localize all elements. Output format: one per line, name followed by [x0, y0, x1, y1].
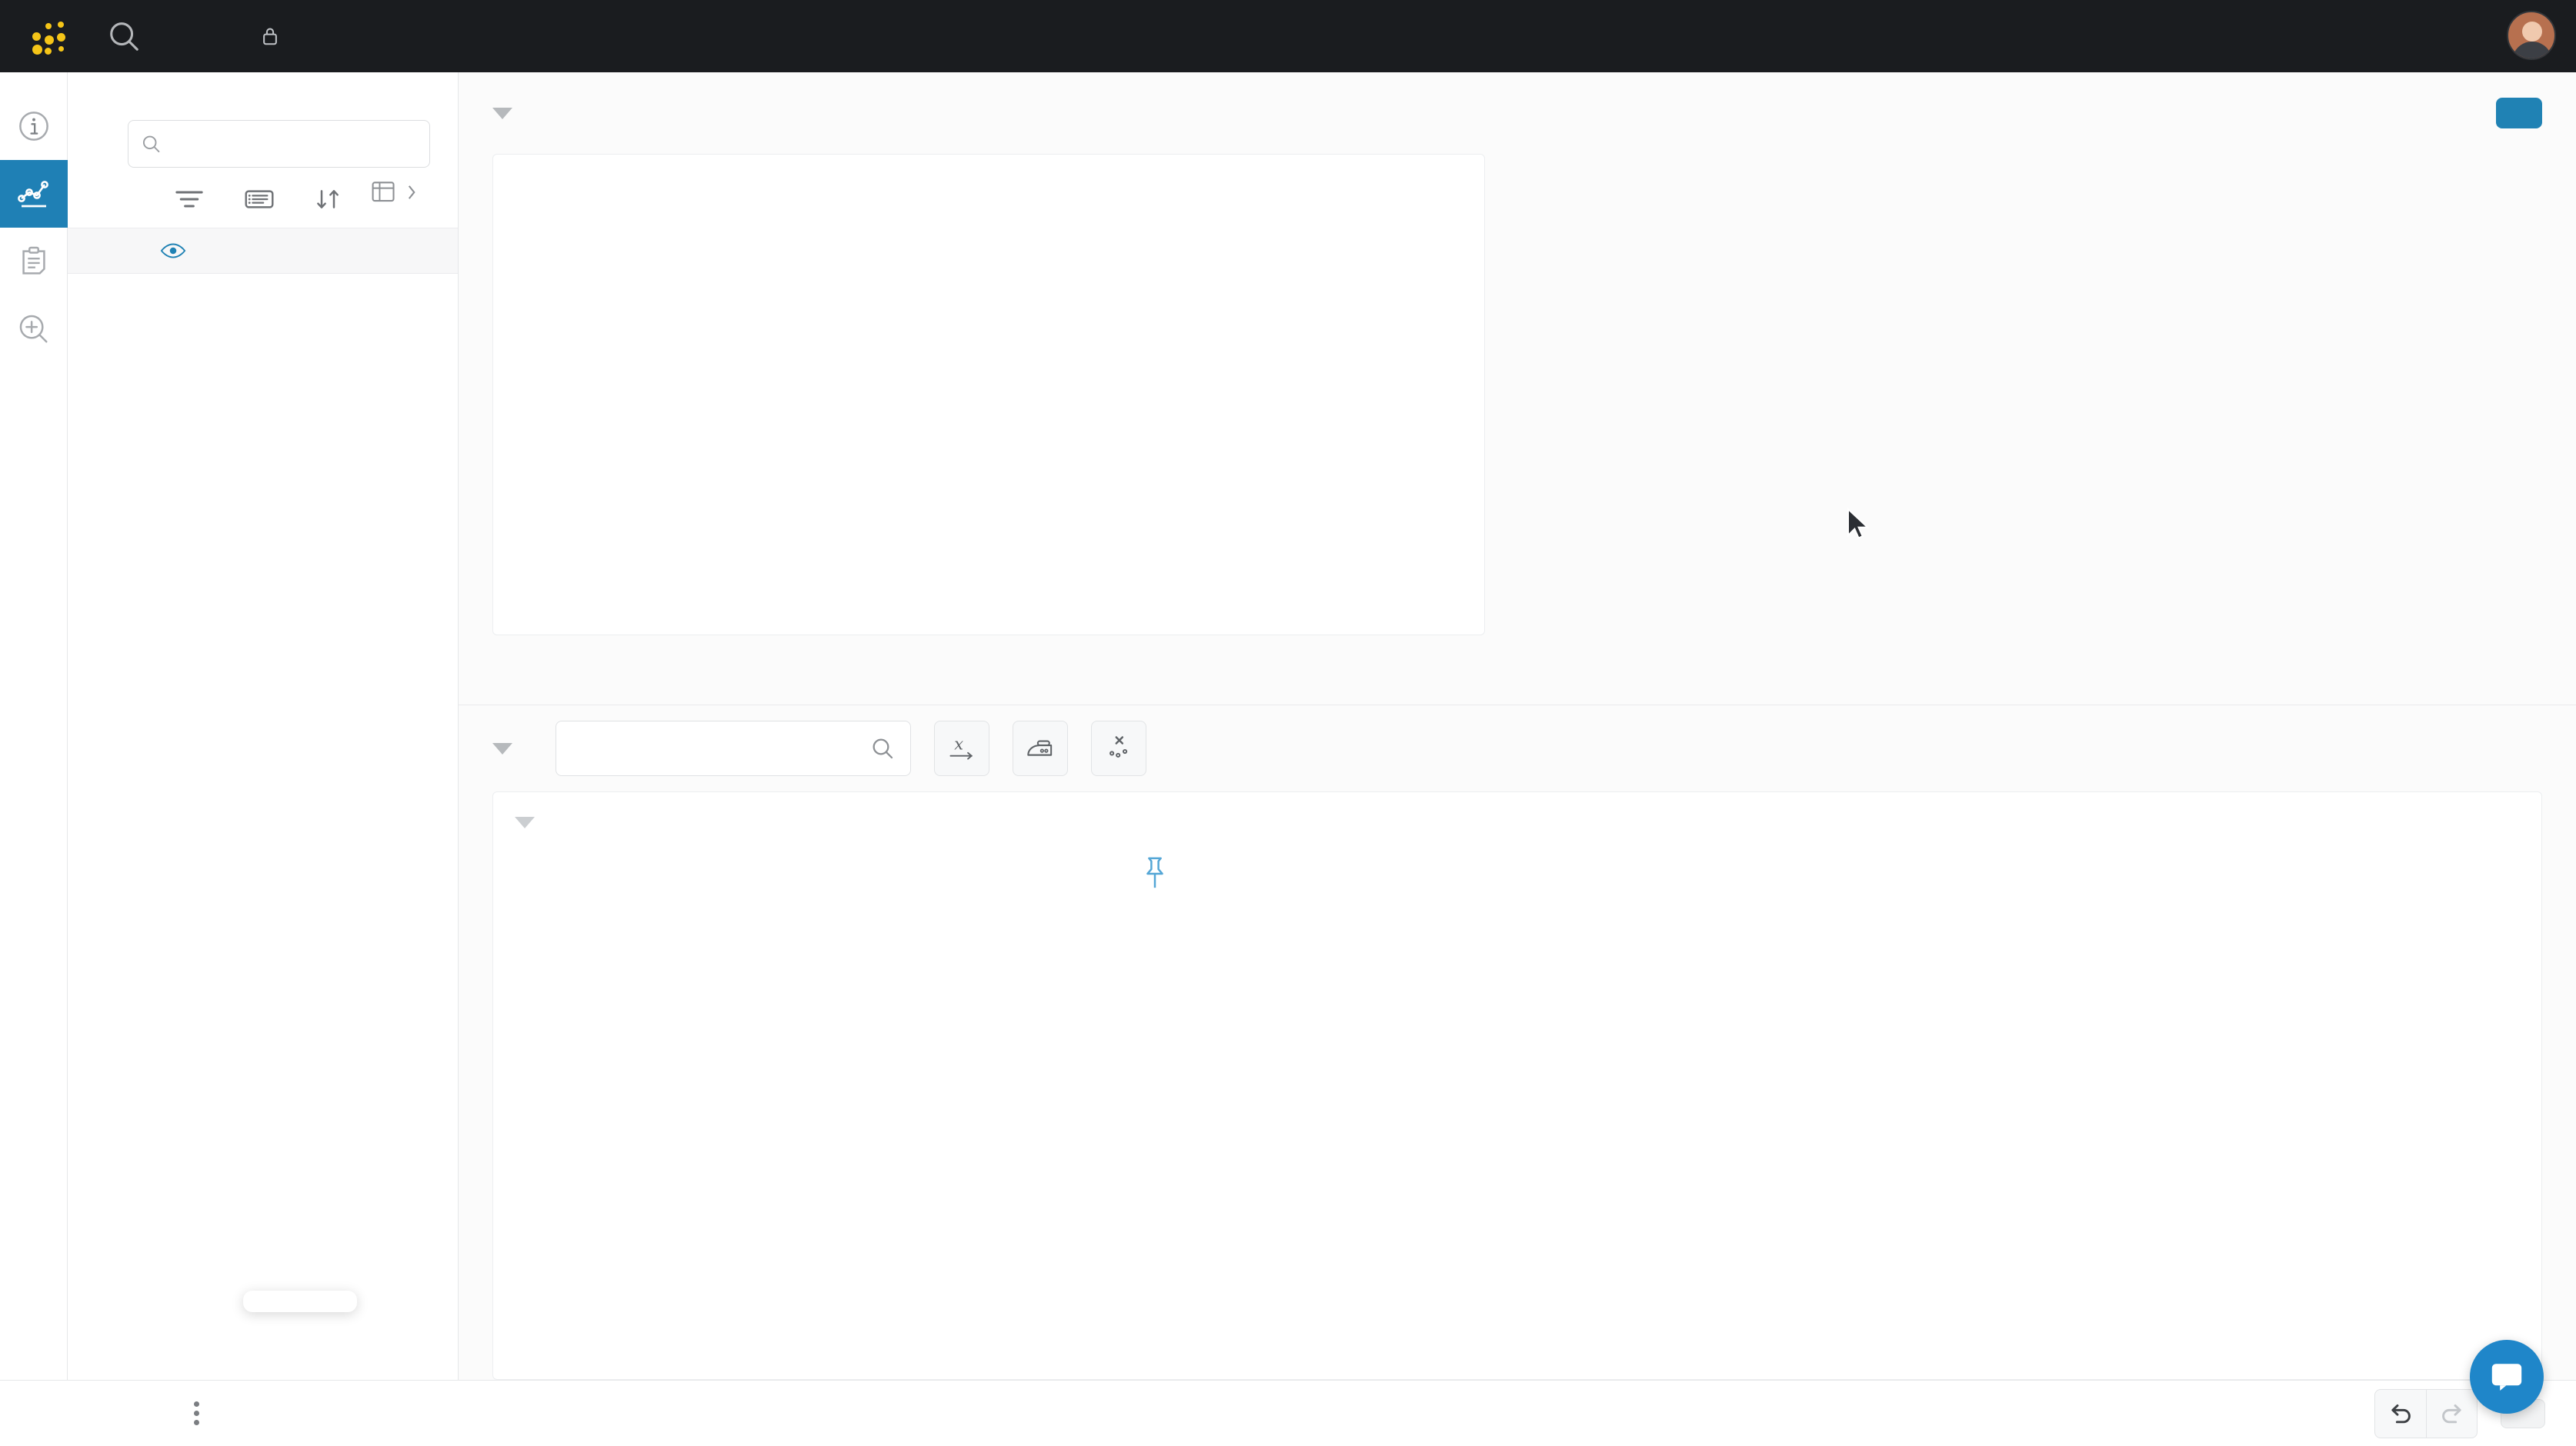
search-icon	[142, 135, 160, 152]
runs-panel-title	[68, 72, 458, 97]
collapse-triangle-icon[interactable]	[492, 742, 512, 755]
rail-item-add[interactable]	[0, 295, 68, 363]
app-body: x	[0, 72, 2576, 1380]
workspace-chart-icon	[17, 181, 48, 208]
undo-button[interactable]	[2375, 1390, 2426, 1438]
table-icon	[372, 182, 395, 202]
charts-group	[492, 791, 2542, 1380]
outliers-button[interactable]	[1091, 721, 1146, 776]
auto-viz-search-box[interactable]	[556, 721, 911, 776]
runs-list	[68, 274, 458, 1380]
intercom-launcher[interactable]	[2470, 1340, 2544, 1414]
rail-item-reports[interactable]	[0, 228, 68, 295]
runs-toolbar	[68, 168, 458, 228]
add-visualization-button[interactable]	[2496, 98, 2542, 128]
sort-icon[interactable]	[315, 188, 340, 211]
pin-icon[interactable]	[1141, 855, 1169, 891]
panel-epoch[interactable]	[1178, 852, 1857, 1344]
breadcrumb	[175, 26, 279, 46]
scatter-x-icon	[1109, 736, 1128, 758]
auto-viz-search-input[interactable]	[572, 736, 870, 761]
runs-search-box[interactable]	[128, 120, 430, 168]
runs-panel	[68, 72, 459, 1380]
runs-list-header	[68, 228, 458, 274]
undo-icon	[2391, 1404, 2411, 1423]
top-navigation-bar	[0, 0, 2576, 72]
chat-icon	[2491, 1364, 2522, 1391]
info-icon	[18, 112, 48, 141]
rail-item-info[interactable]	[0, 92, 68, 160]
collapse-triangle-icon[interactable]	[515, 816, 535, 828]
workspace-menu-icon[interactable]	[194, 1401, 199, 1425]
search-icon[interactable]	[106, 18, 142, 54]
smoothing-button[interactable]	[1013, 721, 1068, 776]
auto-visualizations-header: x	[459, 705, 2576, 791]
workspace-selector[interactable]	[179, 1401, 199, 1425]
charts-group-header	[493, 792, 2541, 852]
chevron-right-icon	[408, 185, 415, 199]
runs-pagination	[243, 1291, 357, 1312]
left-icon-rail	[0, 72, 68, 1380]
redo-icon	[2441, 1404, 2461, 1423]
reports-clipboard-icon	[22, 246, 45, 275]
undo-redo-group	[2374, 1388, 2478, 1438]
charts-grid	[493, 852, 2541, 1344]
x-axis-icon: x	[949, 735, 973, 760]
avatar-body	[2512, 42, 2552, 58]
redo-button[interactable]	[2426, 1389, 2477, 1438]
runs-search-input[interactable]	[170, 132, 417, 156]
add-search-icon	[19, 315, 48, 343]
runs-table-toggle[interactable]	[372, 180, 418, 205]
eye-icon[interactable]	[160, 242, 186, 259]
lock-icon	[263, 28, 277, 45]
visualizations-area	[459, 154, 2576, 705]
collapse-triangle-icon[interactable]	[492, 107, 512, 119]
panel-loss[interactable]	[1857, 852, 2535, 1344]
panel-acc-large[interactable]	[492, 154, 1485, 635]
svg-text:x: x	[954, 735, 963, 754]
bottom-bar	[0, 1380, 2576, 1446]
filter-icon[interactable]	[175, 188, 203, 211]
iron-icon	[1027, 740, 1053, 756]
avatar-head	[2522, 22, 2542, 42]
x-axis-button[interactable]: x	[934, 721, 989, 776]
panel-acc-small[interactable]	[499, 852, 1178, 1344]
user-avatar[interactable]	[2507, 11, 2556, 60]
rail-item-workspace[interactable]	[0, 160, 68, 228]
search-icon[interactable]	[870, 736, 895, 761]
wandb-logo-icon[interactable]	[31, 18, 71, 55]
main-content: x	[459, 72, 2576, 1380]
columns-icon[interactable]	[245, 188, 274, 211]
visualizations-header	[459, 72, 2576, 154]
